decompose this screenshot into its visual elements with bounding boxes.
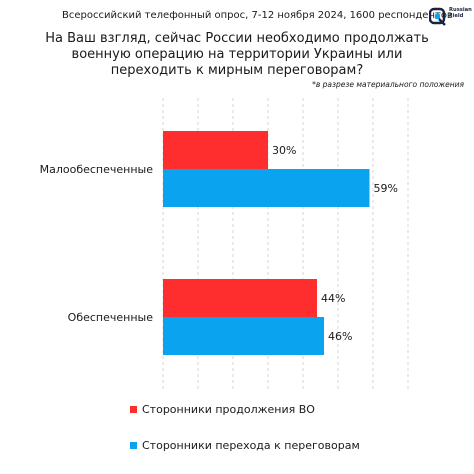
bar-continue-0 [163,131,268,169]
category-label: Малообеспеченные [40,163,154,176]
legend-label-negotiations: Сторонники перехода к переговорам [142,439,360,452]
data-label: 44% [321,292,345,305]
title-line-2: военную операцию на территории Украины и… [71,47,403,62]
bar-negotiations-1 [163,317,324,355]
logo-text: Russian Field [449,7,472,19]
title-line-3: переходить к мирным переговорам? [110,63,364,78]
legend-item-continue: Сторонники продолжения ВО [130,403,315,416]
bar-negotiations-0 [163,169,370,207]
legend-swatch-blue [130,442,137,449]
legend-swatch-red [130,406,137,413]
chart-title: На Ваш взгляд, сейчас России необходимо … [20,31,454,79]
data-label: 46% [328,330,352,343]
footnote: *в разрезе материального положения [312,80,464,89]
data-label: 59% [374,182,398,195]
category-label: Обеспеченные [68,311,154,324]
data-label: 30% [272,144,296,157]
legend-label-continue: Сторонники продолжения ВО [142,403,315,416]
bar-continue-1 [163,279,317,317]
survey-info: Всероссийский телефонный опрос, 7-12 ноя… [62,10,453,21]
russian-field-logo-icon [429,7,446,26]
legend-item-negotiations: Сторонники перехода к переговорам [130,439,360,452]
title-line-1: На Ваш взгляд, сейчас России необходимо … [45,31,429,46]
